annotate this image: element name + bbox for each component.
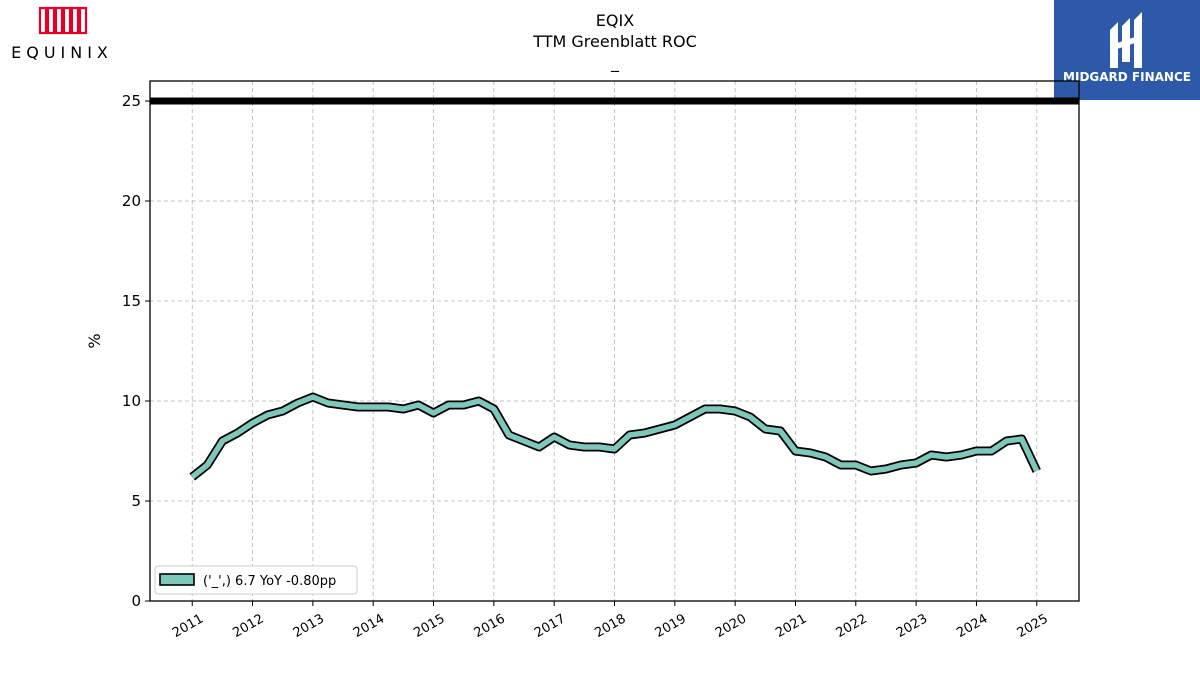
y-axis: 0 5 10 15 20 25 bbox=[122, 92, 150, 610]
y-tick-label: 0 bbox=[131, 592, 141, 610]
y-tick-label: 5 bbox=[131, 492, 141, 510]
x-tick-label: 2025 bbox=[1015, 611, 1051, 641]
svg-text:MIDGARD FINANCE: MIDGARD FINANCE bbox=[1063, 70, 1191, 84]
legend-label: ('_',) 6.7 YoY -0.80pp bbox=[203, 574, 336, 589]
x-tick-label: 2018 bbox=[592, 611, 628, 641]
y-tick-label: 10 bbox=[122, 392, 141, 410]
x-tick-label: 2015 bbox=[411, 611, 447, 641]
chart-subtitle-2: _ bbox=[611, 53, 619, 72]
x-tick-label: 2012 bbox=[230, 611, 266, 641]
x-tick-label: 2014 bbox=[351, 611, 387, 641]
y-tick-label: 15 bbox=[122, 292, 141, 310]
legend: ('_',) 6.7 YoY -0.80pp bbox=[154, 565, 358, 595]
x-tick-label: 2024 bbox=[954, 611, 990, 641]
grid-lines bbox=[150, 81, 1079, 601]
x-tick-label: 2017 bbox=[532, 611, 568, 641]
equinix-logo: EQUINIX bbox=[11, 6, 113, 62]
legend-swatch bbox=[159, 573, 195, 586]
x-tick-label: 2021 bbox=[773, 611, 809, 641]
y-tick-label: 20 bbox=[122, 192, 141, 210]
series-group bbox=[189, 392, 1041, 481]
x-tick-label: 2011 bbox=[170, 611, 206, 641]
chart-title-block: EQIX TTM Greenblatt ROC _ bbox=[0, 10, 1200, 73]
y-tick-label: 25 bbox=[122, 92, 141, 110]
series-line bbox=[190, 394, 1040, 480]
x-axis: 2011 2012 2013 2014 2015 2016 2017 2018 2019 2020… bbox=[170, 601, 1051, 641]
legend-box bbox=[154, 565, 358, 595]
x-tick-label: 2022 bbox=[834, 611, 870, 641]
chart-subtitle: TTM Greenblatt ROC bbox=[533, 32, 697, 51]
y-axis-label: % bbox=[85, 333, 104, 348]
x-tick-label: 2023 bbox=[894, 611, 930, 641]
x-tick-label: 2013 bbox=[291, 611, 327, 641]
x-tick-label: 2020 bbox=[713, 611, 749, 641]
svg-text:EQUINIX: EQUINIX bbox=[11, 43, 113, 62]
x-tick-label: 2016 bbox=[472, 611, 508, 641]
chart-title: EQIX bbox=[595, 11, 635, 30]
midgard-finance-logo: MIDGARD FINANCE bbox=[1054, 0, 1200, 100]
x-tick-label: 2019 bbox=[653, 611, 689, 641]
